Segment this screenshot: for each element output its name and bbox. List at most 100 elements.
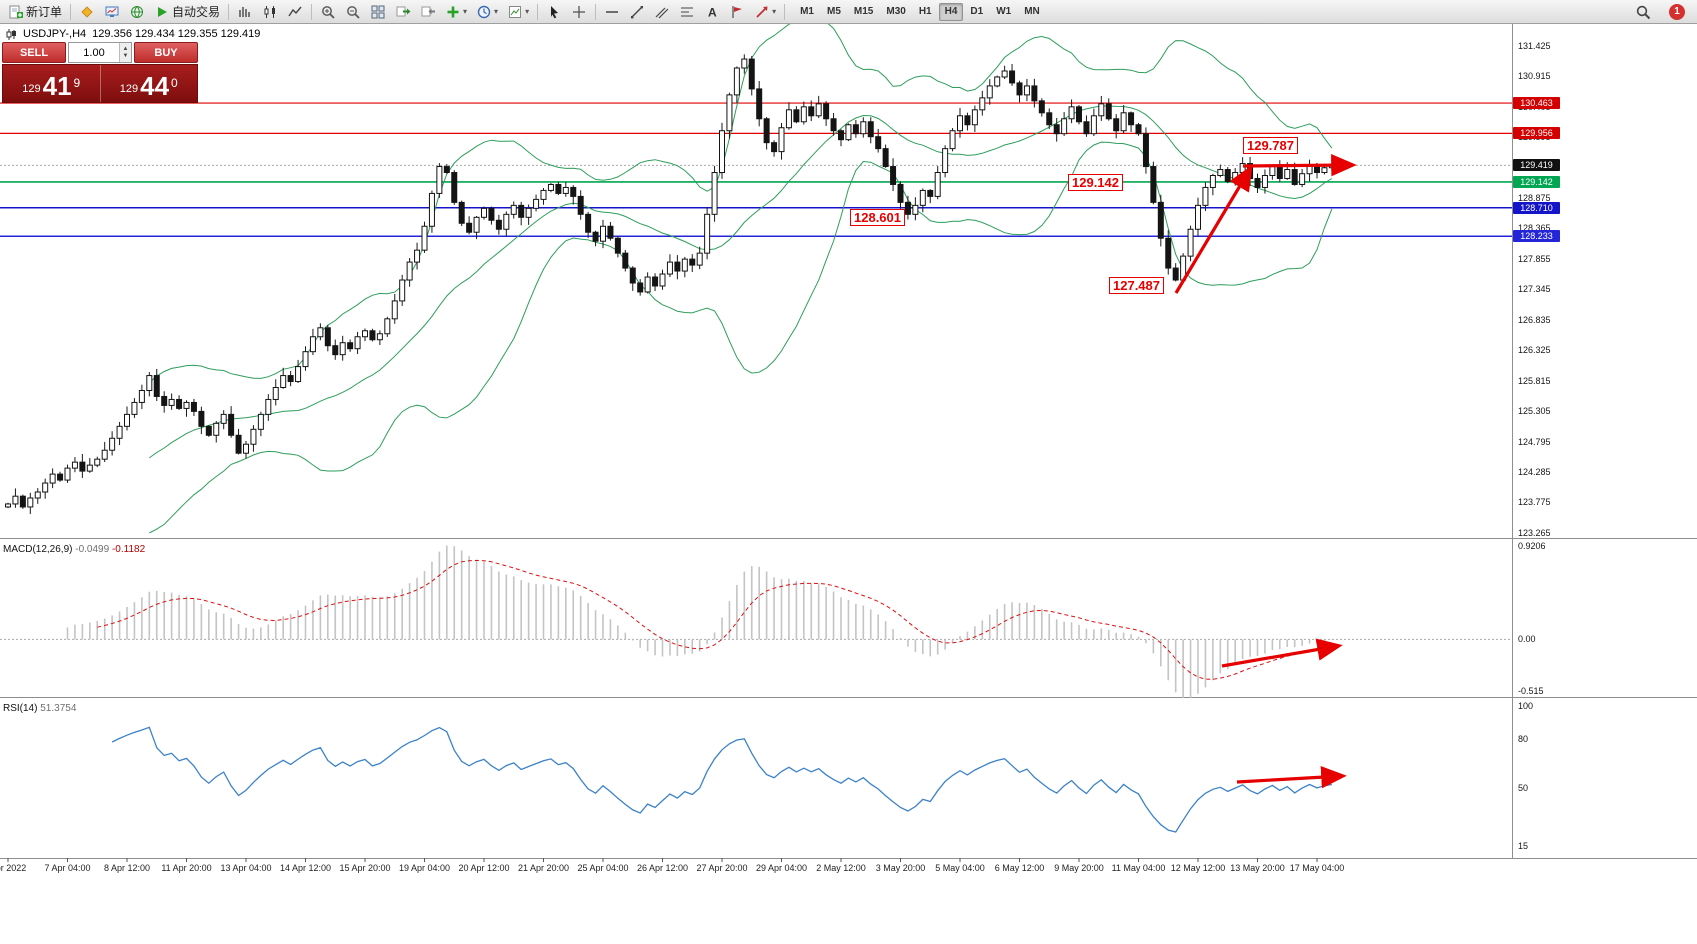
dropdown-caret-icon: ▾ xyxy=(525,7,530,16)
label-flag-icon xyxy=(732,5,743,18)
toolbar-separator xyxy=(784,3,786,20)
tile-windows-button[interactable] xyxy=(366,2,390,22)
new-order-button[interactable]: 新订单 xyxy=(4,2,66,22)
zoom-out-button[interactable] xyxy=(341,2,365,22)
volume-spinner[interactable]: ▲ ▼ xyxy=(119,43,131,62)
timeframe-m15-button[interactable]: M15 xyxy=(848,3,879,21)
volume-input[interactable] xyxy=(69,43,119,62)
autotrading-button-label: 自动交易 xyxy=(172,5,221,19)
symbol-icon xyxy=(6,28,16,40)
toolbar-separator xyxy=(228,3,230,20)
symbol-title: USDJPY-,H4 xyxy=(23,28,87,40)
arrow-shape-icon xyxy=(756,6,768,18)
sell-button[interactable]: SELL xyxy=(2,42,66,63)
timeframe-d1-button[interactable]: D1 xyxy=(964,3,989,21)
market-watch-button[interactable] xyxy=(100,2,124,22)
bar-chart-button[interactable] xyxy=(233,2,257,22)
sell-price[interactable]: 129 41 9 xyxy=(3,65,101,102)
text-icon: A xyxy=(708,5,717,19)
symbol-header: USDJPY-,H4 129.356 129.434 129.355 129.4… xyxy=(6,28,260,40)
dropdown-caret-icon: ▾ xyxy=(494,7,499,16)
zoom-out-icon xyxy=(347,5,360,19)
timeframe-toolbar: M1 M5 M15 M30 H1 H4 D1 W1 MN xyxy=(794,2,1046,21)
toolbar-separator xyxy=(311,3,313,20)
crosshair-button[interactable] xyxy=(567,2,591,22)
rsi-name: RSI(14) xyxy=(3,703,38,714)
bar-chart-icon xyxy=(239,6,250,17)
macd-indicator-label: MACD(12,26,9) -0.0499 -0.1182 xyxy=(3,544,145,555)
cursor-icon xyxy=(551,5,559,18)
sell-price-pips: 41 xyxy=(42,71,72,101)
notification-button[interactable]: 1 xyxy=(1665,2,1689,22)
line-chart-icon xyxy=(288,6,302,16)
notification-count: 1 xyxy=(1669,3,1685,20)
buy-price[interactable]: 129 44 0 xyxy=(101,65,198,102)
periods-clock-icon xyxy=(477,5,491,18)
channel-icon xyxy=(655,7,669,18)
trade-prices-row: 129 41 9 129 44 0 xyxy=(2,64,198,103)
fibonacci-button[interactable] xyxy=(675,2,699,22)
trendline-icon xyxy=(631,5,644,18)
toolbar-right-group: 1 xyxy=(1631,2,1693,22)
volume-control[interactable]: ▲ ▼ xyxy=(68,42,132,63)
buy-price-figure: 129 xyxy=(119,83,139,95)
data-window-icon xyxy=(131,5,144,18)
hline-button[interactable] xyxy=(600,2,624,22)
new-order-button-label: 新订单 xyxy=(26,5,63,19)
templates-button[interactable]: ▾ xyxy=(503,2,533,22)
timeframe-m30-button[interactable]: M30 xyxy=(880,3,911,21)
sell-price-figure: 129 xyxy=(22,83,41,95)
timeframe-w1-button[interactable]: W1 xyxy=(990,3,1017,21)
dropdown-caret-icon: ▾ xyxy=(463,7,468,16)
volume-down-button[interactable]: ▼ xyxy=(122,52,129,59)
timeframe-mn-button[interactable]: MN xyxy=(1018,3,1046,21)
trade-controls-row: SELL ▲ ▼ BUY xyxy=(2,42,198,63)
timeframe-h1-button[interactable]: H1 xyxy=(913,3,938,21)
templates-icon xyxy=(509,5,522,18)
toolbar-separator xyxy=(70,3,72,20)
toolbar-separator xyxy=(537,3,539,20)
metaquotes-button[interactable] xyxy=(75,2,99,22)
toolbar: 新订单 自动交易 ▾ ▾ ▾ A ▾ M1 M5 M15 M30 H1 H4 D1 W1 MN 1 xyxy=(0,0,1697,24)
market-watch-icon xyxy=(105,6,119,17)
chart-shift-button[interactable] xyxy=(416,2,440,22)
data-window-button[interactable] xyxy=(125,2,149,22)
dropdown-caret-icon: ▾ xyxy=(772,7,777,16)
toolbar-separator xyxy=(595,3,597,20)
buy-button[interactable]: BUY xyxy=(134,42,198,63)
shapes-button[interactable]: ▾ xyxy=(750,2,780,22)
trendline-button[interactable] xyxy=(625,2,649,22)
toolbar-left-group: 新订单 自动交易 ▾ ▾ ▾ A ▾ xyxy=(4,2,788,22)
autotrading-play-icon xyxy=(158,6,168,17)
svg-text:A: A xyxy=(708,5,717,19)
rsi-indicator-label: RSI(14) 51.3754 xyxy=(3,703,76,714)
zoom-in-icon xyxy=(322,5,335,19)
sell-price-point: 9 xyxy=(73,76,81,90)
text-button[interactable]: A xyxy=(700,2,724,22)
indicators-button[interactable]: ▾ xyxy=(441,2,471,22)
cursor-button[interactable] xyxy=(542,2,566,22)
macd-name: MACD(12,26,9) xyxy=(3,544,73,555)
timeframe-h4-button[interactable]: H4 xyxy=(938,2,964,21)
timeframe-m5-button[interactable]: M5 xyxy=(821,3,847,21)
autotrading-button[interactable]: 自动交易 xyxy=(150,2,224,22)
channel-button[interactable] xyxy=(650,2,674,22)
macd-main-value: -0.0499 xyxy=(75,544,110,555)
crosshair-icon xyxy=(573,5,586,18)
horizontal-line-icon xyxy=(606,10,619,13)
label-button[interactable] xyxy=(725,2,749,22)
candle-chart-button[interactable] xyxy=(258,2,282,22)
periods-button[interactable]: ▾ xyxy=(472,2,502,22)
auto-scroll-button[interactable] xyxy=(391,2,415,22)
new-order-icon xyxy=(9,5,23,18)
macd-signal-value: -0.1182 xyxy=(111,544,146,555)
search-button[interactable] xyxy=(1631,2,1655,22)
line-chart-button[interactable] xyxy=(283,2,307,22)
candlestick-chart-icon xyxy=(264,5,276,18)
zoom-in-button[interactable] xyxy=(316,2,340,22)
tile-windows-icon xyxy=(371,5,385,18)
volume-up-button[interactable]: ▲ xyxy=(122,45,129,52)
symbol-ohlc: 129.356 129.434 129.355 129.419 xyxy=(92,28,261,40)
timeframe-m1-button[interactable]: M1 xyxy=(794,3,820,21)
